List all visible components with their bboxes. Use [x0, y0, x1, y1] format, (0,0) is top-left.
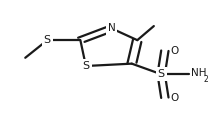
Text: NH: NH — [191, 68, 206, 78]
Text: 2: 2 — [204, 75, 209, 84]
Text: O: O — [170, 93, 179, 103]
Text: S: S — [82, 61, 89, 71]
Text: S: S — [44, 35, 51, 45]
Text: N: N — [108, 23, 116, 33]
Text: O: O — [170, 46, 179, 56]
Text: S: S — [158, 69, 165, 79]
